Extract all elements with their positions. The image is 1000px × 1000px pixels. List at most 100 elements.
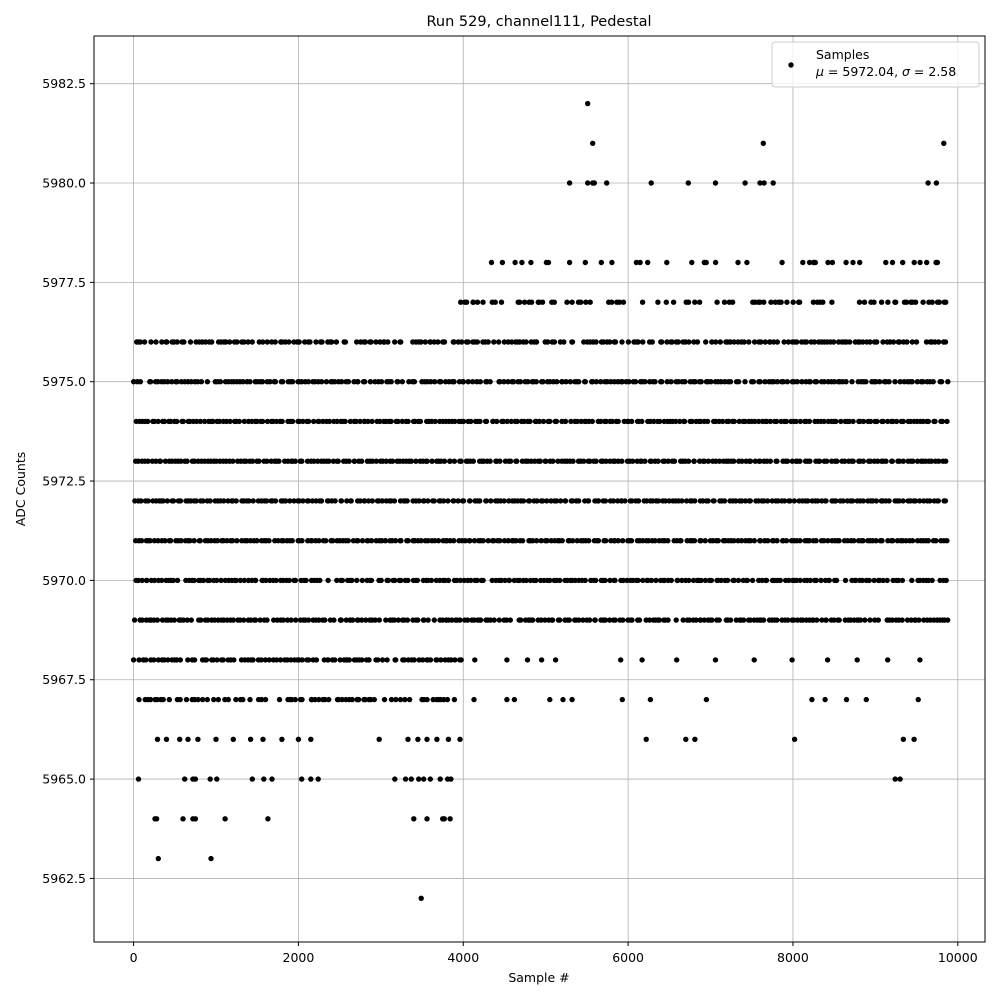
data-point xyxy=(602,498,609,504)
data-point xyxy=(833,418,839,425)
data-point xyxy=(690,577,697,584)
data-point xyxy=(406,379,412,385)
data-point xyxy=(727,339,734,345)
data-point xyxy=(701,458,707,464)
data-point xyxy=(499,259,506,266)
data-point xyxy=(516,577,523,584)
data-point xyxy=(250,657,256,663)
data-point xyxy=(686,617,693,623)
data-point xyxy=(472,657,478,663)
data-point xyxy=(230,617,236,623)
data-point xyxy=(388,418,394,425)
legend-mu-symbol: μ xyxy=(815,64,824,79)
data-point xyxy=(598,379,604,385)
data-point xyxy=(659,379,665,385)
data-point xyxy=(735,259,741,266)
data-point xyxy=(643,736,649,742)
data-point xyxy=(867,418,874,425)
data-point xyxy=(169,379,175,385)
y-tick-label: 5970.0 xyxy=(42,573,86,588)
data-point xyxy=(897,776,903,782)
data-point xyxy=(569,339,576,345)
data-point xyxy=(249,458,256,464)
data-point xyxy=(258,657,264,663)
data-point xyxy=(177,498,184,504)
data-point xyxy=(471,696,477,703)
data-point xyxy=(467,498,473,504)
data-point xyxy=(900,259,906,266)
data-point xyxy=(831,379,837,385)
data-point xyxy=(225,498,231,504)
data-point xyxy=(505,379,511,385)
data-point xyxy=(405,577,411,584)
chart-title: Run 529, channel111, Pedestal xyxy=(426,14,651,30)
data-point xyxy=(384,657,390,663)
data-point xyxy=(451,498,457,504)
data-point xyxy=(318,498,325,504)
data-point xyxy=(164,339,170,345)
data-point xyxy=(170,577,176,584)
data-point xyxy=(856,299,863,305)
data-point xyxy=(395,379,401,385)
data-point xyxy=(241,418,248,425)
data-point xyxy=(562,418,569,425)
data-point xyxy=(178,538,184,544)
data-point xyxy=(214,776,220,782)
data-point xyxy=(434,657,440,663)
data-point xyxy=(245,339,251,345)
data-point xyxy=(334,577,340,584)
data-point xyxy=(451,458,458,464)
data-point xyxy=(910,458,916,464)
data-point xyxy=(263,498,270,504)
data-point xyxy=(731,458,737,464)
data-point xyxy=(625,339,632,345)
data-point xyxy=(797,577,803,584)
data-point xyxy=(247,736,254,742)
data-point xyxy=(528,259,534,266)
data-point xyxy=(936,458,942,464)
data-point xyxy=(378,379,385,385)
data-point xyxy=(553,418,560,425)
data-point xyxy=(725,418,732,425)
data-point xyxy=(201,418,208,425)
data-point xyxy=(920,299,926,305)
data-point xyxy=(682,379,688,385)
data-point xyxy=(797,458,803,464)
data-point xyxy=(896,498,902,504)
data-point xyxy=(636,617,643,623)
data-point xyxy=(696,299,703,305)
data-point xyxy=(497,458,503,464)
data-point xyxy=(383,617,389,623)
data-point xyxy=(824,458,830,464)
data-point xyxy=(536,418,543,425)
data-point xyxy=(757,458,763,464)
data-point xyxy=(685,180,691,186)
data-point xyxy=(890,538,896,544)
data-point xyxy=(857,259,863,266)
data-point xyxy=(678,538,684,544)
data-point xyxy=(569,498,576,504)
data-point xyxy=(540,379,546,385)
data-point xyxy=(590,140,596,146)
data-point xyxy=(501,339,508,345)
data-point xyxy=(418,895,424,901)
data-point xyxy=(501,498,507,504)
data-point xyxy=(671,458,678,464)
data-point xyxy=(131,617,138,623)
data-point xyxy=(503,617,510,623)
data-point xyxy=(411,657,417,663)
data-point xyxy=(850,259,856,266)
data-point xyxy=(491,339,497,345)
data-point xyxy=(286,577,292,584)
data-point xyxy=(249,776,255,782)
data-point xyxy=(457,736,463,742)
data-point xyxy=(771,339,777,345)
data-point xyxy=(686,339,692,345)
data-point xyxy=(498,577,504,584)
data-point xyxy=(774,617,780,623)
data-point xyxy=(609,259,615,266)
data-point xyxy=(724,577,731,584)
data-point xyxy=(457,577,464,584)
data-point xyxy=(359,577,365,584)
y-tick-label: 5977.5 xyxy=(42,275,86,290)
